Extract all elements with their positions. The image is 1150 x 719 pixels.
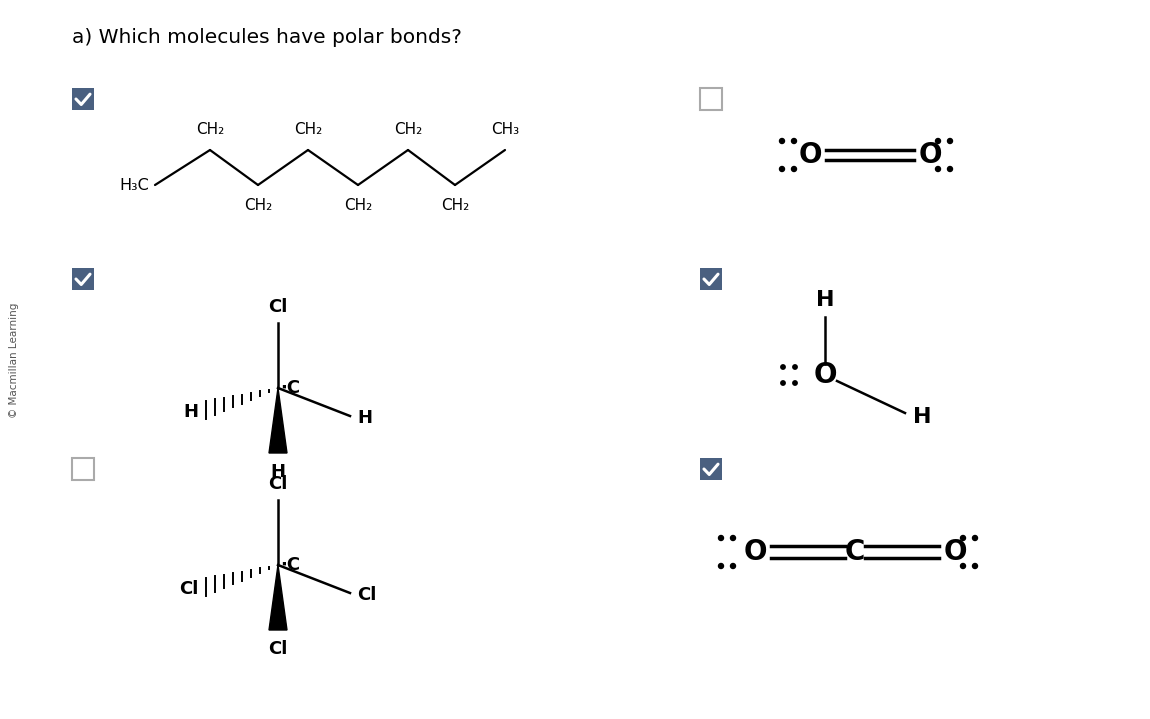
Text: Cl: Cl bbox=[268, 640, 288, 658]
Text: CH₂: CH₂ bbox=[393, 122, 422, 137]
Circle shape bbox=[719, 564, 723, 569]
Circle shape bbox=[973, 536, 978, 541]
Text: ⋅C: ⋅C bbox=[279, 379, 300, 397]
Circle shape bbox=[948, 167, 952, 172]
Text: CH₃: CH₃ bbox=[491, 122, 519, 137]
Text: H₃C: H₃C bbox=[120, 178, 150, 193]
Bar bbox=[700, 268, 722, 290]
Circle shape bbox=[792, 381, 797, 385]
Circle shape bbox=[792, 365, 797, 369]
Circle shape bbox=[948, 139, 952, 144]
Circle shape bbox=[730, 564, 736, 569]
Circle shape bbox=[791, 167, 797, 172]
Circle shape bbox=[730, 536, 736, 541]
Circle shape bbox=[935, 167, 941, 172]
Circle shape bbox=[960, 536, 966, 541]
Text: O: O bbox=[798, 141, 822, 169]
Text: O: O bbox=[918, 141, 942, 169]
Bar bbox=[72, 268, 94, 290]
Circle shape bbox=[781, 365, 785, 369]
Text: O: O bbox=[943, 538, 967, 566]
Text: Cl: Cl bbox=[268, 298, 288, 316]
Text: ⋅C: ⋅C bbox=[279, 556, 300, 574]
Text: O: O bbox=[813, 361, 837, 389]
Circle shape bbox=[973, 564, 978, 569]
Circle shape bbox=[960, 564, 966, 569]
Bar bbox=[700, 88, 722, 110]
Text: O: O bbox=[743, 538, 767, 566]
Circle shape bbox=[935, 139, 941, 144]
Polygon shape bbox=[269, 388, 288, 453]
Text: H: H bbox=[815, 290, 834, 310]
Bar bbox=[72, 458, 94, 480]
Circle shape bbox=[791, 139, 797, 144]
Text: Cl: Cl bbox=[178, 580, 198, 598]
Text: H: H bbox=[913, 407, 932, 427]
Text: H: H bbox=[270, 463, 285, 481]
Text: a) Which molecules have polar bonds?: a) Which molecules have polar bonds? bbox=[72, 28, 462, 47]
Text: Cl: Cl bbox=[268, 475, 288, 493]
Text: CH₂: CH₂ bbox=[344, 198, 373, 213]
Circle shape bbox=[719, 536, 723, 541]
Text: CH₂: CH₂ bbox=[440, 198, 469, 213]
Text: © Macmillan Learning: © Macmillan Learning bbox=[9, 302, 20, 418]
Text: CH₂: CH₂ bbox=[294, 122, 322, 137]
Text: Cl: Cl bbox=[356, 586, 376, 604]
Text: C: C bbox=[845, 538, 865, 566]
Circle shape bbox=[780, 167, 784, 172]
Text: CH₂: CH₂ bbox=[244, 198, 273, 213]
Text: CH₂: CH₂ bbox=[196, 122, 224, 137]
Bar bbox=[72, 88, 94, 110]
Polygon shape bbox=[269, 565, 288, 630]
Text: H: H bbox=[183, 403, 198, 421]
Text: H: H bbox=[356, 409, 371, 427]
Circle shape bbox=[781, 381, 785, 385]
Circle shape bbox=[780, 139, 784, 144]
Bar bbox=[700, 458, 722, 480]
